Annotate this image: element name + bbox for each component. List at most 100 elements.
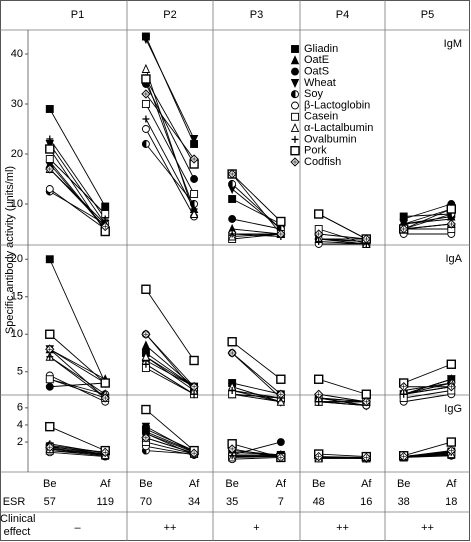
data-point	[399, 451, 409, 462]
legend-marker	[291, 45, 299, 53]
series-line	[232, 393, 281, 399]
series-line	[403, 450, 452, 458]
series-line	[403, 390, 452, 399]
data-point	[314, 389, 324, 399]
marker-part	[141, 100, 150, 108]
marker-part	[446, 437, 456, 447]
marker-part	[189, 208, 199, 218]
data-point	[141, 89, 151, 99]
data-point	[446, 437, 456, 447]
series-line	[232, 443, 281, 458]
y-tick-label: 5	[17, 366, 23, 378]
marker-part	[276, 374, 286, 384]
series-line	[49, 188, 106, 230]
series-line	[232, 390, 281, 399]
series-line	[403, 386, 452, 395]
series-line	[403, 363, 452, 384]
data-point	[45, 382, 54, 391]
data-point	[276, 216, 286, 227]
x-tick-label: Af	[361, 478, 372, 490]
data-point	[141, 340, 151, 350]
legend-label: β-Lactoglobin	[304, 99, 370, 111]
series-line	[145, 83, 195, 180]
data-point	[400, 390, 408, 398]
panel-label: IgG	[444, 403, 462, 415]
panel-label: IgA	[445, 253, 462, 265]
x-tick-label: Be	[397, 478, 410, 490]
series-line	[318, 457, 367, 459]
x-tick-label: Af	[276, 478, 287, 490]
series-line	[145, 441, 195, 455]
series-line	[403, 441, 452, 457]
marker-part	[291, 112, 299, 121]
data-point	[361, 234, 371, 244]
marker-part	[190, 190, 199, 198]
data-point	[228, 215, 237, 223]
data-point	[141, 433, 151, 443]
esr-value: 7	[278, 496, 284, 508]
marker-part	[290, 123, 300, 133]
column-header: P5	[421, 9, 434, 21]
data-point	[446, 219, 456, 229]
series-line	[145, 363, 195, 395]
series-line	[49, 348, 106, 380]
data-point	[190, 205, 198, 213]
data-point	[141, 329, 151, 339]
esr-value: 70	[140, 496, 152, 508]
legend-label: Ovalbumin	[304, 133, 357, 145]
series-line	[145, 345, 195, 388]
series-line	[318, 401, 367, 406]
data-point	[361, 397, 371, 407]
data-point	[314, 209, 324, 219]
series-line	[403, 208, 452, 225]
data-point	[141, 74, 151, 84]
data-point	[100, 393, 110, 403]
esr-value: 18	[445, 496, 457, 508]
series-line	[145, 38, 195, 140]
data-point	[45, 375, 54, 384]
legend-label: OatE	[304, 54, 329, 66]
data-point	[190, 175, 199, 183]
legend-label: Wheat	[304, 77, 336, 89]
data-point	[141, 404, 151, 415]
x-tick-label: Be	[139, 478, 152, 490]
marker-part	[227, 337, 237, 347]
series-line	[145, 445, 195, 456]
legend-label: Codfish	[304, 156, 341, 168]
marker-part	[290, 145, 300, 156]
marker-part	[141, 125, 150, 133]
clinical-effect: ++	[421, 522, 434, 534]
marker-part	[141, 140, 147, 148]
data-point	[141, 284, 151, 294]
series-line	[318, 241, 367, 245]
esr-value: 16	[360, 496, 372, 508]
esr-value: 38	[398, 496, 410, 508]
clinical-effect: ++	[164, 522, 177, 534]
legend-label: Casein	[304, 111, 338, 123]
y-tick-label: 40	[11, 48, 23, 60]
x-tick-label: Af	[189, 478, 200, 490]
esr-value: 57	[44, 496, 56, 508]
y-tick-label: 2	[17, 436, 23, 448]
series-line	[232, 448, 281, 458]
series-line	[403, 208, 452, 230]
series-line	[231, 173, 282, 222]
series-line	[49, 148, 106, 232]
series-line	[403, 393, 452, 403]
data-point	[276, 374, 286, 384]
data-point	[45, 164, 55, 174]
data-point	[446, 204, 456, 214]
marker-part	[189, 355, 199, 366]
series-line	[49, 448, 106, 456]
series-line	[49, 378, 106, 395]
data-point	[314, 229, 324, 239]
data-point	[399, 382, 409, 392]
series-line	[49, 168, 106, 227]
data-point	[227, 444, 237, 454]
column-header: P2	[163, 9, 176, 21]
legend-marker	[290, 157, 300, 167]
y-tick-label: 30	[11, 98, 23, 110]
x-tick-label: Be	[312, 478, 325, 490]
series-line	[145, 433, 195, 456]
